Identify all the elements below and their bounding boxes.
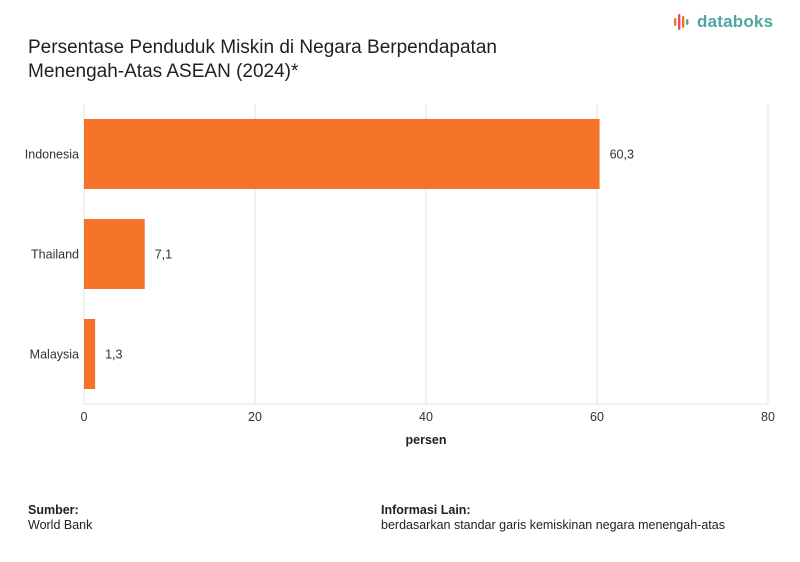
x-tick-label: 40 xyxy=(419,410,433,424)
source-label: Sumber: xyxy=(28,503,79,517)
source-value: World Bank xyxy=(28,518,93,532)
chart-title-line2: Menengah-Atas ASEAN (2024)* xyxy=(28,61,299,82)
databoks-bars-icon xyxy=(674,14,689,30)
chart-title: Persentase Penduduk Miskin di Negara Ber… xyxy=(28,36,588,84)
x-tick-label: 20 xyxy=(248,410,262,424)
chart-title-line1: Persentase Penduduk Miskin di Negara Ber… xyxy=(28,37,497,58)
x-axis-label: persen xyxy=(406,433,447,447)
info-block: Informasi Lain: berdasarkan standar gari… xyxy=(381,503,725,533)
logo-text: databoks xyxy=(697,12,774,31)
info-label: Informasi Lain: xyxy=(381,503,471,517)
x-tick-label: 80 xyxy=(761,410,775,424)
x-tick-label: 60 xyxy=(590,410,604,424)
category-label: Indonesia xyxy=(25,148,79,162)
data-label: 60,3 xyxy=(610,148,634,162)
info-value: berdasarkan standar garis kemiskinan neg… xyxy=(381,518,725,532)
category-label: Malaysia xyxy=(30,348,79,362)
databoks-logo: databoks xyxy=(674,12,773,32)
data-label: 1,3 xyxy=(105,348,122,362)
category-label: Thailand xyxy=(31,248,79,262)
bar-chart: 0 20 40 60 80 Indonesia 60,3 Thailand 7,1 Malaysi… xyxy=(25,104,775,447)
bar xyxy=(84,319,96,389)
source-block: Sumber: World Bank xyxy=(28,503,92,533)
data-label: 7,1 xyxy=(155,248,172,262)
bar xyxy=(84,119,600,189)
bar xyxy=(84,219,145,289)
x-tick-label: 0 xyxy=(81,410,88,424)
